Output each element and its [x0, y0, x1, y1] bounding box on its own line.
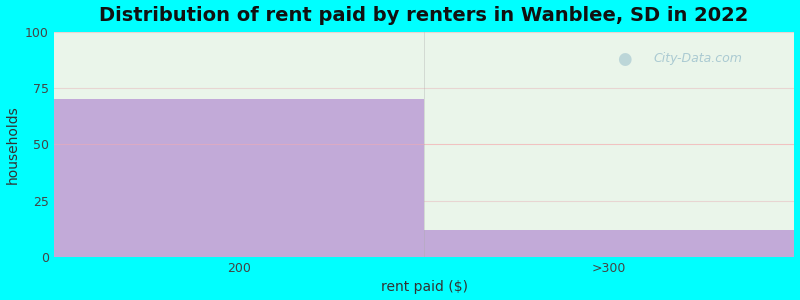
- Text: ●: ●: [617, 50, 631, 68]
- Text: City-Data.com: City-Data.com: [654, 52, 742, 65]
- Bar: [424, 230, 794, 257]
- X-axis label: rent paid ($): rent paid ($): [381, 280, 468, 294]
- Title: Distribution of rent paid by renters in Wanblee, SD in 2022: Distribution of rent paid by renters in …: [99, 6, 749, 25]
- Bar: [54, 99, 424, 257]
- Y-axis label: households: households: [6, 105, 19, 184]
